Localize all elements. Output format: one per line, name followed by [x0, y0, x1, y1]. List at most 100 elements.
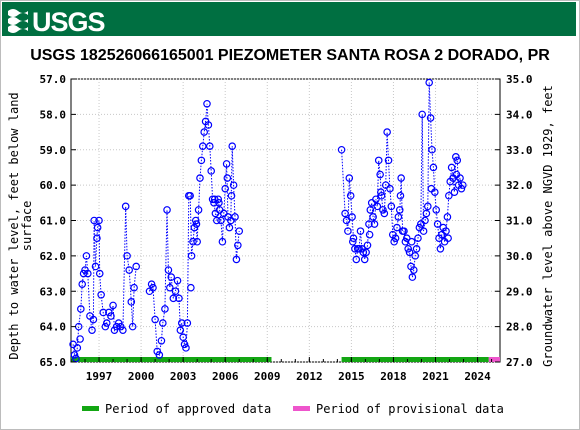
usgs-logo-text: USGS: [32, 7, 105, 37]
y-left-tick-label: 61.0: [40, 215, 67, 228]
data-point: [78, 280, 87, 288]
data-point: [232, 255, 241, 264]
data-point: [214, 195, 223, 204]
data-point: [119, 326, 127, 334]
data-point: [366, 206, 375, 214]
plot-area: 57.0 35.0 58.0 34.0 59.0 33.0 60.0 32.0 61.0 31.0…: [40, 73, 533, 383]
data-point: [359, 248, 368, 257]
data-point: [149, 283, 157, 292]
data-point: [217, 216, 225, 225]
data-point: [77, 305, 85, 313]
data-point: [194, 206, 203, 214]
data-point: [423, 202, 432, 211]
data-point: [151, 315, 159, 324]
data-point: [222, 160, 231, 168]
x-tick-label: 2000: [128, 370, 155, 383]
data-point: [182, 344, 190, 352]
data-point: [405, 248, 414, 257]
data-point: [387, 202, 396, 211]
data-point: [453, 156, 462, 165]
data-point: [169, 294, 178, 303]
data-point: [155, 351, 164, 359]
data-point: [183, 319, 192, 327]
y-axis-left-title-line1: Depth to water level, feet below land: [7, 92, 21, 359]
y-left-tick-label: 59.0: [40, 144, 67, 157]
data-point: [412, 245, 421, 253]
data-point: [373, 202, 382, 211]
y-left-tick-label: 60.0: [40, 179, 67, 192]
data-point: [425, 78, 434, 87]
y-left-tick-label: 63.0: [40, 285, 67, 298]
legend: Period of approved data Period of provis…: [82, 402, 504, 416]
data-point: [193, 237, 201, 246]
data-point: [82, 252, 91, 260]
data-point: [125, 266, 133, 274]
x-tick-label: 2024: [464, 370, 491, 383]
x-tick-label: 2015: [338, 370, 365, 383]
data-point: [101, 322, 110, 331]
data-point: [192, 220, 201, 228]
data-point: [198, 142, 207, 151]
data-point: [422, 209, 431, 218]
y-left-tick-label: 62.0: [40, 250, 67, 263]
axis-ticks: 57.0 35.0 58.0 34.0 59.0 33.0 60.0 32.0 61.0 31.0…: [40, 73, 533, 383]
data-point: [186, 191, 194, 200]
data-point: [196, 174, 204, 182]
data-point: [432, 206, 441, 214]
data-point: [161, 305, 169, 313]
data-point: [180, 340, 189, 349]
data-point: [380, 209, 389, 218]
data-point: [383, 128, 391, 136]
data-point: [376, 170, 384, 179]
series-points: [69, 78, 467, 363]
y-left-tick-label: 57.0: [40, 73, 67, 86]
data-point: [203, 99, 211, 108]
data-point: [79, 269, 88, 278]
data-point: [88, 326, 96, 334]
legend-approved-swatch: [82, 406, 99, 411]
chart-title: USGS 182526066165001 PIEZOMETER SANTA RO…: [30, 47, 550, 64]
series-line: [149, 103, 240, 357]
data-point: [363, 241, 372, 250]
data-point: [393, 223, 401, 232]
data-point: [121, 202, 130, 211]
data-point: [84, 269, 92, 278]
y-right-tick-label: 35.0: [506, 73, 533, 86]
data-point: [384, 156, 393, 165]
data-point: [443, 213, 452, 221]
data-point: [128, 322, 137, 331]
data-point: [369, 213, 377, 221]
approved-period-bar: [71, 357, 272, 362]
y-axis-right-title: Groundwater level above NGVD 1929, feet: [541, 85, 555, 367]
usgs-header-banner: [2, 2, 576, 36]
data-point: [419, 227, 428, 235]
data-point: [231, 213, 239, 221]
data-point: [223, 174, 232, 182]
data-point: [93, 234, 101, 242]
usgs-wave-icon: [8, 9, 28, 33]
data-point: [187, 252, 196, 260]
y-left-tick-label: 65.0: [40, 356, 67, 369]
data-point: [428, 145, 436, 154]
data-point: [452, 170, 461, 179]
data-point: [73, 344, 82, 352]
data-point: [390, 237, 398, 246]
data-point: [402, 234, 411, 242]
data-point: [91, 262, 100, 271]
legend-provisional-label: Period of provisional data: [316, 402, 504, 416]
data-point: [176, 326, 185, 334]
provisional-period-bar: [488, 357, 500, 362]
data-point: [365, 220, 373, 228]
data-point: [227, 191, 236, 200]
data-point: [404, 245, 412, 253]
data-point: [187, 283, 195, 292]
data-point: [459, 181, 467, 189]
data-point: [157, 336, 166, 345]
data-point: [95, 216, 103, 225]
data-point: [348, 213, 356, 221]
data-point: [221, 184, 230, 193]
data-point: [377, 191, 386, 200]
data-point: [225, 223, 234, 232]
data-point: [93, 223, 102, 232]
